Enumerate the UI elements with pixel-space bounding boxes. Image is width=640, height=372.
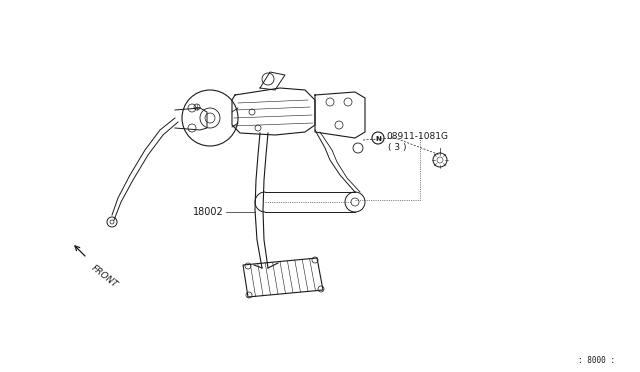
Text: FRONT: FRONT [90, 263, 120, 289]
Text: 18002: 18002 [193, 207, 224, 217]
Text: N: N [375, 135, 381, 141]
Text: 08911-1081G: 08911-1081G [386, 131, 448, 141]
Text: ( 3 ): ( 3 ) [388, 142, 406, 151]
Text: : 8000 :: : 8000 : [578, 356, 615, 365]
